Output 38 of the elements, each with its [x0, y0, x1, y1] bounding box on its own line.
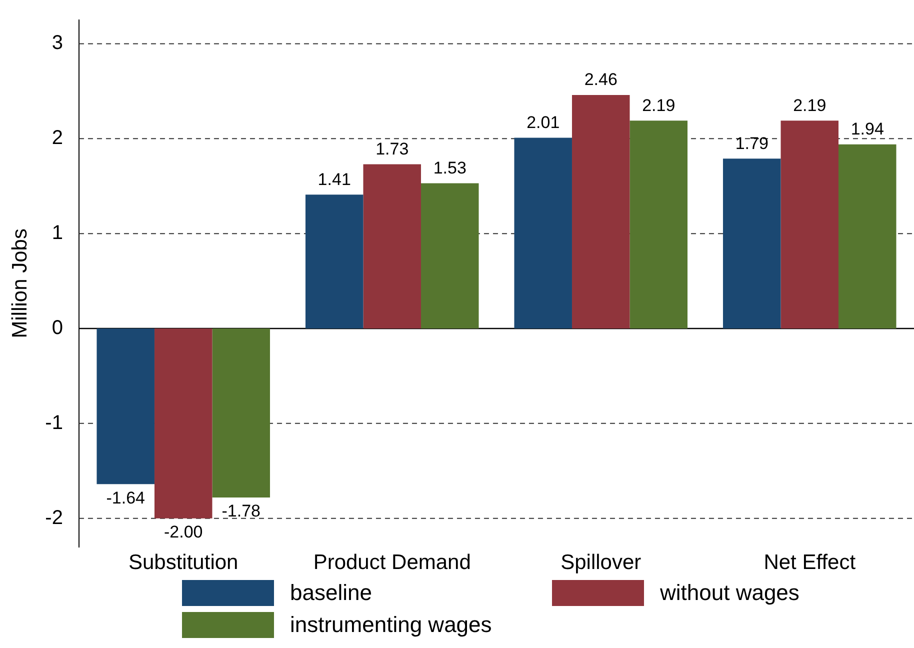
data-label: 2.19 [793, 96, 826, 115]
bar [420, 183, 479, 328]
bar [363, 164, 421, 328]
data-label: -1.78 [222, 502, 260, 521]
x-tick-label: Net Effect [764, 551, 856, 574]
y-tick-label: 2 [52, 127, 63, 150]
x-tick-label: Product Demand [313, 551, 471, 574]
bar [838, 144, 896, 328]
legend-label: baseline [290, 580, 372, 606]
bar [780, 120, 838, 328]
data-label: 1.73 [376, 139, 409, 158]
data-label: 2.01 [526, 112, 560, 132]
legend-label: without wages [660, 580, 800, 606]
y-axis-title: Million Jobs [8, 228, 32, 338]
y-tick-label: -2 [45, 506, 63, 529]
bar [630, 120, 688, 328]
bar [722, 158, 781, 328]
data-label: 1.79 [735, 134, 768, 153]
data-label: 1.53 [433, 158, 466, 178]
data-label: -1.64 [106, 488, 145, 508]
bar [514, 138, 572, 328]
y-tick-label: 3 [52, 32, 63, 54]
bar [96, 328, 154, 484]
data-label: 1.41 [318, 170, 351, 189]
x-tick-label: Spillover [560, 551, 642, 574]
bar [305, 194, 364, 328]
legend-label: instrumenting wages [290, 612, 492, 638]
x-tick-label: Substitution [128, 551, 238, 574]
bar [212, 328, 270, 498]
bar [572, 94, 630, 328]
data-label: 1.94 [850, 120, 884, 139]
data-label: -2.00 [164, 522, 203, 542]
y-tick-label: 0 [52, 317, 63, 339]
bar [154, 328, 212, 518]
y-tick-label: -1 [45, 412, 63, 434]
data-label: 2.19 [642, 96, 676, 115]
y-tick-label: 1 [52, 222, 63, 244]
data-label: 2.46 [584, 70, 618, 90]
